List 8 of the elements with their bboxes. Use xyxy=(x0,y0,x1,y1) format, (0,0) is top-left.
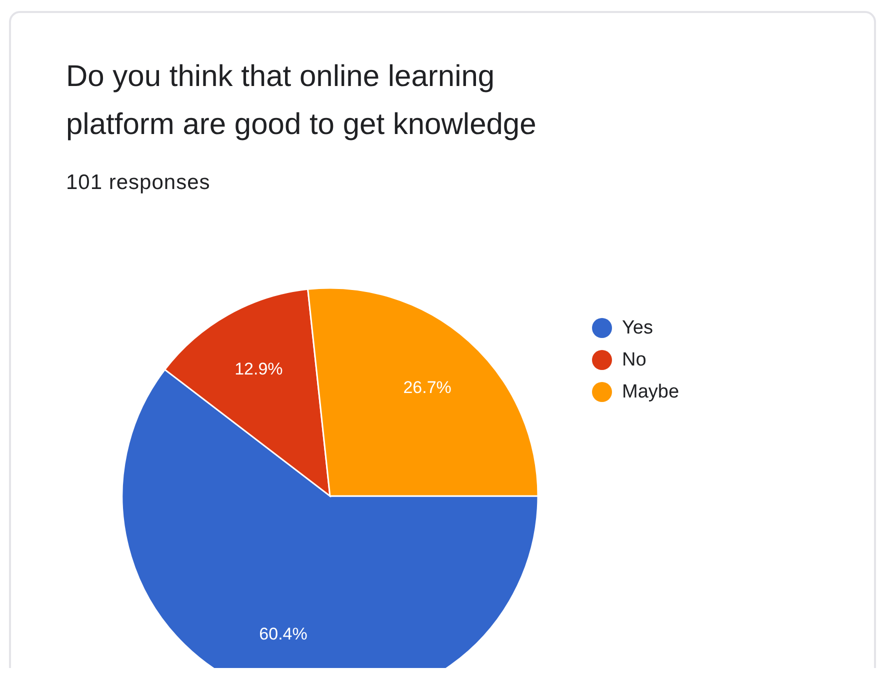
data-label: 12.9% xyxy=(234,360,283,379)
chart-subtitle: 101 responses xyxy=(66,171,210,194)
legend-label: Maybe xyxy=(622,382,680,402)
legend-label: No xyxy=(622,350,646,370)
data-label: 60.4% xyxy=(259,624,308,644)
data-label: 26.7% xyxy=(403,378,452,398)
chart-title: Do you think that online learning platform are good to get knowledge xyxy=(66,60,536,141)
legend-label: Yes xyxy=(622,318,653,338)
